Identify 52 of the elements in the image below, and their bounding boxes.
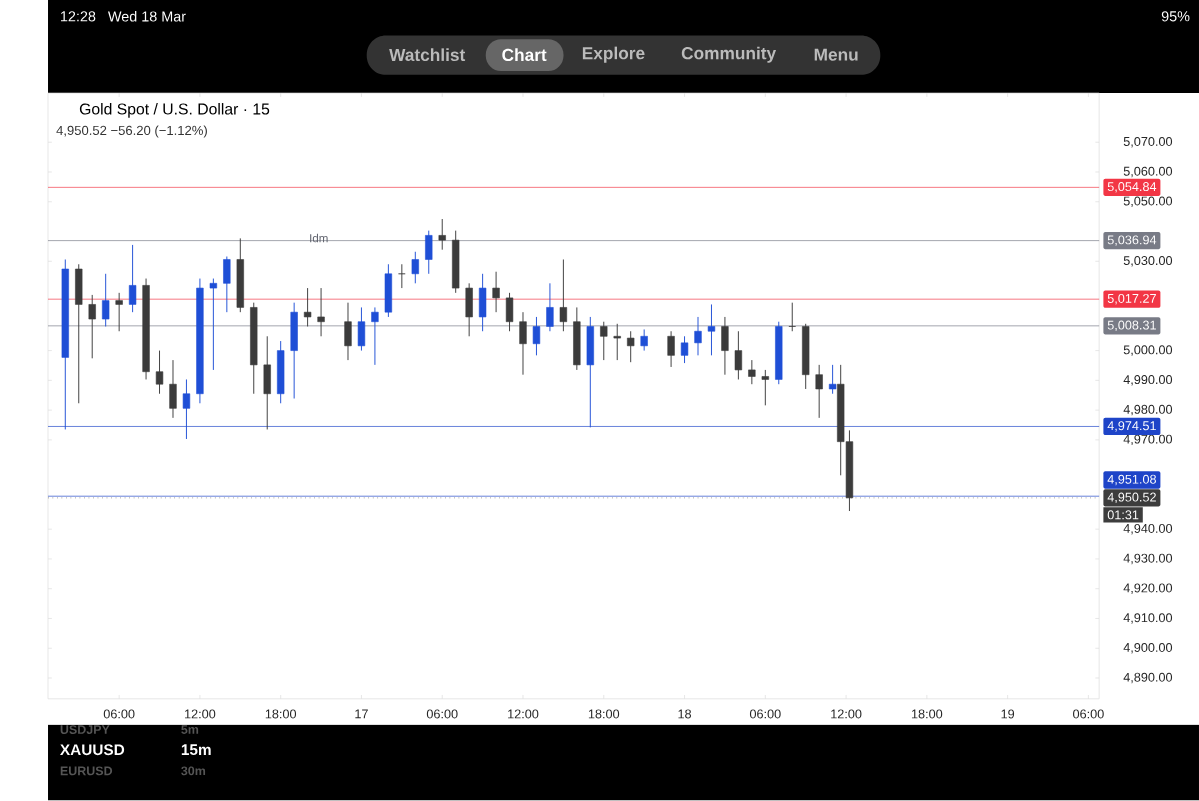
ref-line-label: 4,950.52 [1107,492,1156,504]
ref-line-label: 5,054.84 [1107,182,1157,193]
text: 15m [181,744,211,756]
ref-line-label: 5,008.31 [1107,320,1156,332]
text: Watchlist [389,48,466,62]
x-tick-label: 06:00 [749,709,781,719]
x-tick-label: 18 [678,709,692,719]
annotation: Idm [310,234,328,243]
y-tick-label: 4,930.00 [1123,553,1173,565]
text: 95% [1161,11,1190,22]
y-tick-label: 4,940.00 [1123,524,1173,535]
x-tick-label: 06:00 [1073,709,1104,719]
ref-line-label: 4,974.51 [1107,421,1156,432]
text: USDJPY [60,725,110,735]
y-tick-label: 5,000.00 [1123,345,1173,357]
text: XAUUSD [60,744,125,756]
x-tick-label: 12:00 [185,709,216,719]
y-tick-label: 5,050.00 [1123,196,1173,208]
x-tick-label: 18:00 [588,709,620,719]
text: 01:31 [1107,510,1139,520]
y-tick-label: 4,900.00 [1123,643,1173,654]
ref-line-label: 5,036.94 [1107,235,1157,247]
y-tick-label: 4,910.00 [1123,613,1173,624]
text: 4,950.52 −56.20 (−1.12%) [56,125,207,138]
text: 12:28 [61,11,96,22]
y-tick-label: 5,060.00 [1123,166,1173,178]
x-tick-label: 18:00 [911,709,943,719]
y-tick-label: 4,890.00 [1123,672,1173,684]
text: Chart [502,48,547,62]
ref-line-label: 5,017.27 [1107,294,1156,305]
text: Wed 18 Mar [107,11,186,22]
text: Community [681,46,777,63]
y-tick-label: 4,980.00 [1123,405,1173,416]
ref-line-label: 4,951.08 [1107,474,1157,486]
y-tick-label: 4,970.00 [1123,434,1173,446]
x-tick-label: 19 [1001,709,1015,719]
text: Gold Spot / U.S. Dollar · 15 [79,103,270,118]
y-tick-label: 5,070.00 [1123,137,1173,148]
y-tick-label: 5,030.00 [1123,256,1173,267]
y-tick-label: 4,990.00 [1123,375,1173,386]
text: Explore [582,46,645,63]
x-tick-label: 12:00 [831,709,862,719]
text: Menu [814,48,858,61]
text: 30m [181,766,206,776]
x-tick-label: 17 [355,709,368,719]
x-tick-label: 18:00 [265,709,297,719]
text: EURUSD [60,766,113,776]
x-tick-label: 06:00 [426,709,458,719]
x-tick-label: 12:00 [508,709,539,719]
x-tick-label: 06:00 [103,709,135,719]
text: 5m [181,725,199,735]
y-tick-label: 4,920.00 [1123,583,1173,595]
